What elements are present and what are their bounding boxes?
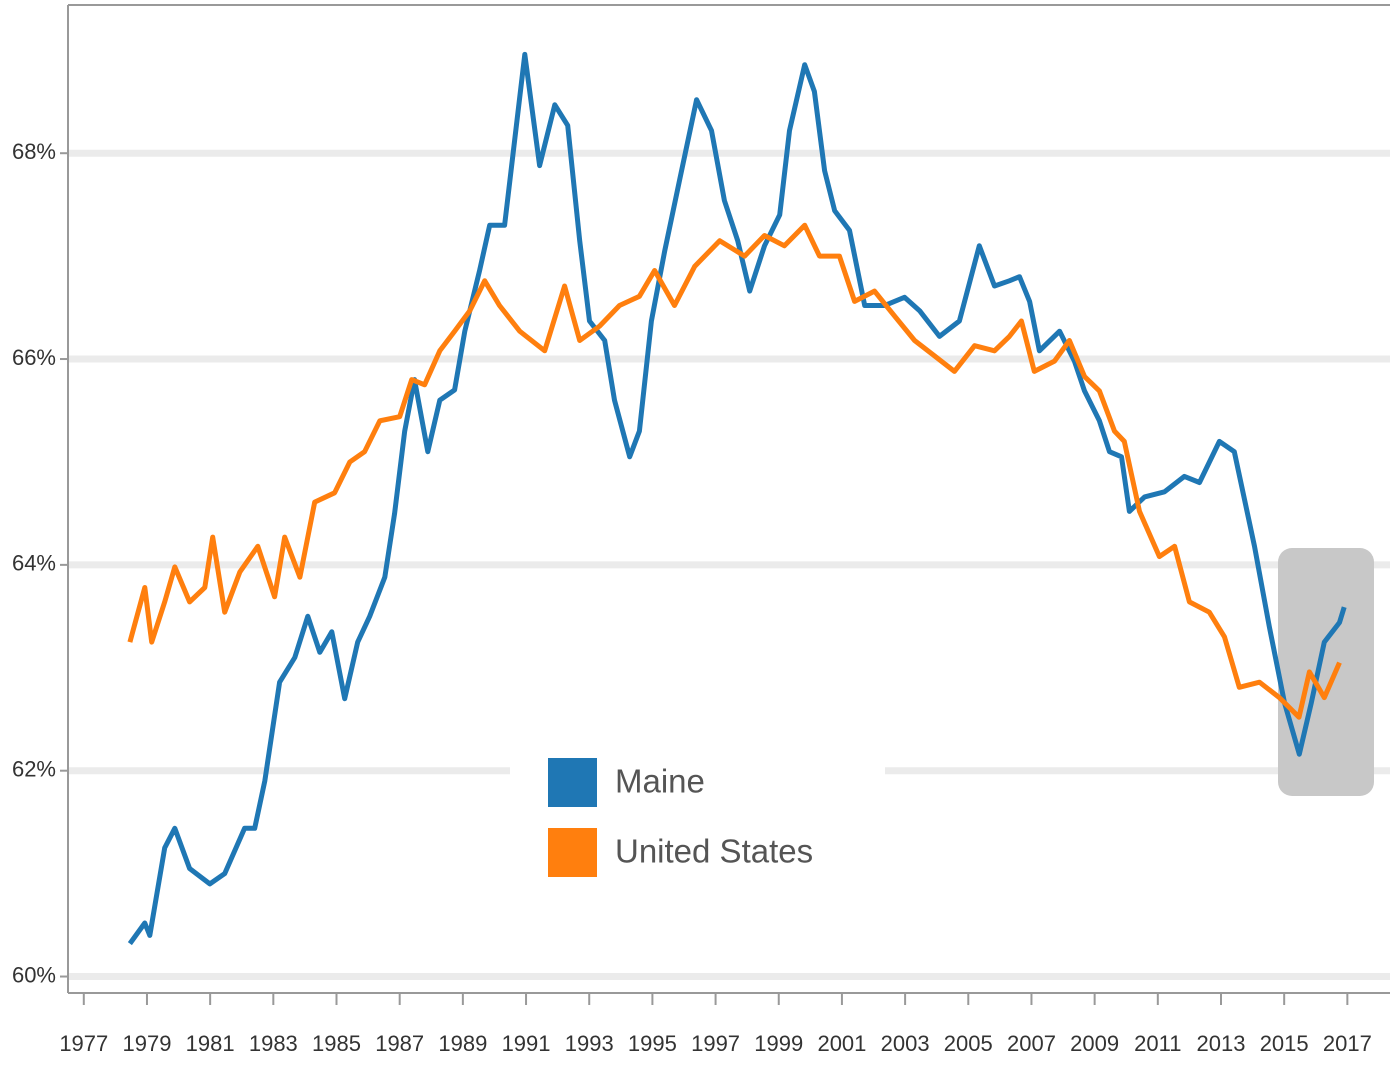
y-tick-label: 68% xyxy=(12,139,56,164)
x-tick-label: 1995 xyxy=(628,1031,677,1056)
x-tick-label: 1987 xyxy=(375,1031,424,1056)
legend-label: Maine xyxy=(615,763,705,800)
x-tick-label: 1999 xyxy=(754,1031,803,1056)
x-tick-label: 1985 xyxy=(312,1031,361,1056)
legend-label: United States xyxy=(615,833,813,870)
x-tick-label: 1983 xyxy=(249,1031,298,1056)
lines xyxy=(127,51,1347,946)
x-tick-label: 2009 xyxy=(1070,1031,1119,1056)
x-tick-label: 1997 xyxy=(691,1031,740,1056)
x-tick-label: 1989 xyxy=(438,1031,487,1056)
x-tick-label: 1993 xyxy=(565,1031,614,1056)
y-tick-label: 60% xyxy=(12,962,56,987)
legend: Maine United States xyxy=(510,752,885,892)
x-tick-label: 2015 xyxy=(1260,1031,1309,1056)
x-tick-label: 1977 xyxy=(59,1031,108,1056)
grid xyxy=(68,149,1390,981)
x-tick-label: 1981 xyxy=(186,1031,235,1056)
x-tick-label: 2017 xyxy=(1323,1031,1372,1056)
series-line xyxy=(127,51,1347,946)
x-tick-label: 2005 xyxy=(944,1031,993,1056)
legend-swatch xyxy=(548,828,597,877)
x-tick-label: 2003 xyxy=(881,1031,930,1056)
x-tick-label: 2001 xyxy=(817,1031,866,1056)
y-tick-label: 66% xyxy=(12,345,56,370)
legend-swatch xyxy=(548,758,597,807)
series-line xyxy=(127,222,1342,720)
axes: 60% 62% 64% 66% 68% 1977 1979 1981 1983 1985 1987 1… xyxy=(12,139,1372,1056)
x-tick-label: 1991 xyxy=(502,1031,551,1056)
highlight-box xyxy=(1278,548,1374,796)
x-tick-label: 2011 xyxy=(1134,1031,1181,1056)
y-tick-label: 62% xyxy=(12,757,56,782)
y-tick-label: 64% xyxy=(12,551,56,576)
x-tick-label: 2007 xyxy=(1007,1031,1056,1056)
x-tick-label: 1979 xyxy=(122,1031,171,1056)
x-tick-label: 2013 xyxy=(1197,1031,1246,1056)
